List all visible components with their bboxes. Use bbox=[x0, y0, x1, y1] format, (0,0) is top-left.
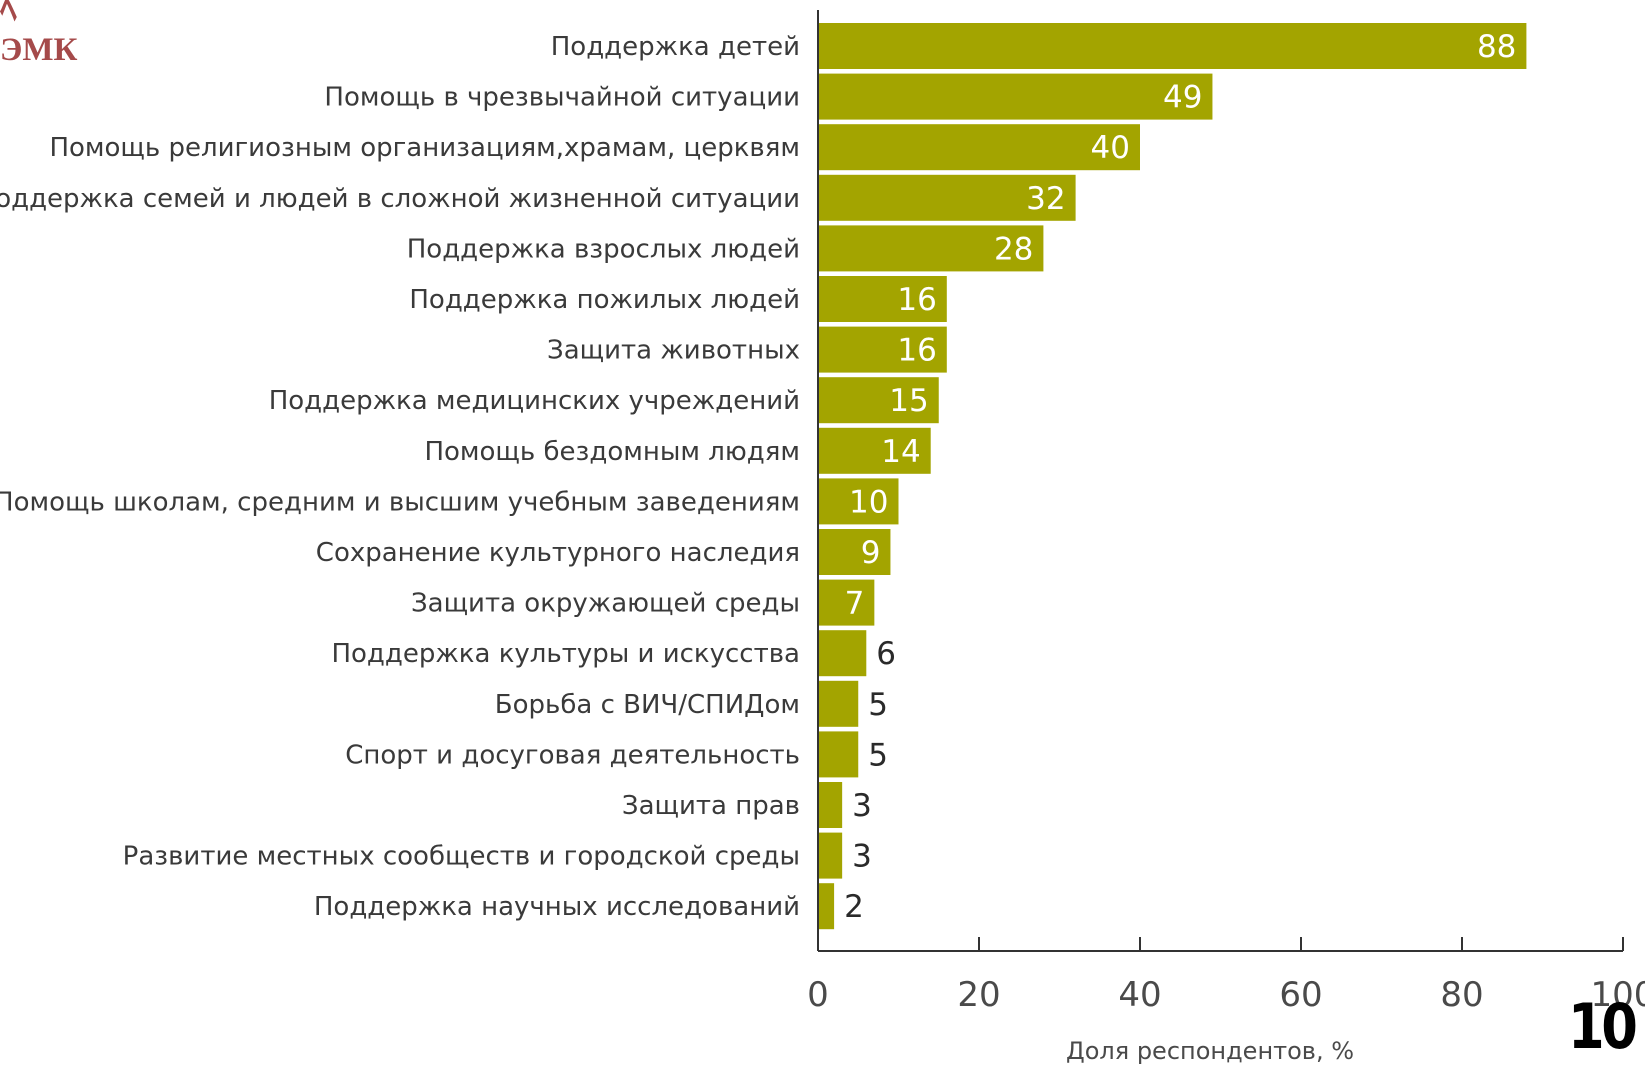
category-label-6: Поддержка пожилых людей bbox=[409, 285, 800, 315]
bar-17 bbox=[818, 832, 843, 879]
logo-text: ЭМК bbox=[0, 32, 78, 68]
category-labels-group: Поддержка детей Помощь в чрезвычайной сит… bbox=[0, 32, 800, 922]
x-tick-label-100: 100 bbox=[1591, 975, 1645, 1015]
bar-11 bbox=[818, 529, 891, 575]
bar-18 bbox=[818, 883, 835, 930]
value-label-14: 5 bbox=[868, 687, 888, 723]
bar-1 bbox=[818, 23, 1527, 69]
value-label-13: 6 bbox=[876, 636, 896, 672]
category-label-9: Помощь бездомным людям bbox=[424, 437, 800, 467]
value-label-2: 49 bbox=[1163, 80, 1202, 116]
category-label-10: Помощь школам, средним и высшим учебным … bbox=[0, 487, 800, 517]
value-label-5: 28 bbox=[994, 231, 1033, 267]
category-label-1: Поддержка детей bbox=[551, 32, 800, 62]
bar-10 bbox=[818, 478, 899, 525]
bar-9 bbox=[818, 427, 931, 474]
bar-8 bbox=[818, 377, 939, 424]
logo-mark: ﾍ bbox=[0, 0, 17, 29]
x-tick-label-0: 0 bbox=[807, 975, 829, 1015]
category-label-12: Защита окружающей среды bbox=[411, 589, 800, 619]
category-label-18: Поддержка научных исследований bbox=[314, 892, 800, 922]
value-label-16: 3 bbox=[852, 788, 872, 824]
x-tick-label-60: 60 bbox=[1279, 975, 1322, 1015]
value-label-17: 3 bbox=[852, 839, 872, 875]
category-label-15: Спорт и досуговая деятельность bbox=[345, 740, 800, 770]
bars-group bbox=[818, 23, 1527, 930]
x-tick-label-40: 40 bbox=[1118, 975, 1161, 1015]
x-tick-label-20: 20 bbox=[957, 975, 1000, 1015]
value-label-7: 16 bbox=[897, 333, 936, 369]
category-label-2: Помощь в чрезвычайной ситуации bbox=[324, 83, 800, 113]
category-label-4: Поддержка семей и людей в сложной жизнен… bbox=[0, 184, 800, 214]
value-label-3: 40 bbox=[1091, 130, 1130, 166]
value-label-10: 10 bbox=[849, 484, 888, 520]
value-label-12: 7 bbox=[845, 586, 865, 622]
x-tick-label-80: 80 bbox=[1440, 975, 1483, 1015]
bar-13 bbox=[818, 630, 867, 677]
category-label-13: Поддержка культуры и искусства bbox=[331, 639, 800, 669]
category-label-17: Развитие местных сообществ и городской с… bbox=[123, 842, 800, 872]
bar-6 bbox=[818, 276, 947, 322]
value-label-4: 32 bbox=[1026, 181, 1065, 217]
value-label-15: 5 bbox=[868, 737, 888, 773]
bar-7 bbox=[818, 326, 947, 373]
bar-2 bbox=[818, 73, 1213, 120]
bar-5 bbox=[818, 225, 1044, 272]
category-label-11: Сохранение культурного наследия bbox=[316, 538, 800, 568]
value-label-8: 15 bbox=[889, 383, 928, 419]
x-axis-title: Доля респондентов, % bbox=[1066, 1037, 1354, 1065]
bar-15 bbox=[818, 731, 859, 778]
bar-14 bbox=[818, 680, 859, 727]
value-label-18: 2 bbox=[844, 889, 864, 925]
category-label-8: Поддержка медицинских учреждений bbox=[269, 386, 800, 416]
bar-3 bbox=[818, 124, 1140, 171]
page-number: 10 bbox=[1568, 990, 1638, 1063]
category-label-3: Помощь религиозным организациям,храмам, … bbox=[49, 133, 800, 163]
axes-group: 0 20 40 60 80 100 bbox=[807, 10, 1645, 1015]
category-label-14: Борьба с ВИЧ/СПИДом bbox=[495, 690, 800, 720]
value-label-9: 14 bbox=[881, 434, 920, 470]
bar-16 bbox=[818, 782, 843, 828]
category-label-7: Защита животных bbox=[547, 336, 800, 366]
category-label-16: Защита прав bbox=[622, 791, 800, 821]
category-label-5: Поддержка взрослых людей bbox=[407, 234, 800, 264]
bar-12 bbox=[818, 579, 875, 626]
logo: ﾍ ЭМК bbox=[0, 0, 90, 80]
value-label-11: 9 bbox=[861, 535, 881, 571]
value-label-6: 16 bbox=[897, 282, 936, 318]
value-label-1: 88 bbox=[1477, 29, 1516, 65]
bar-4 bbox=[818, 174, 1076, 221]
